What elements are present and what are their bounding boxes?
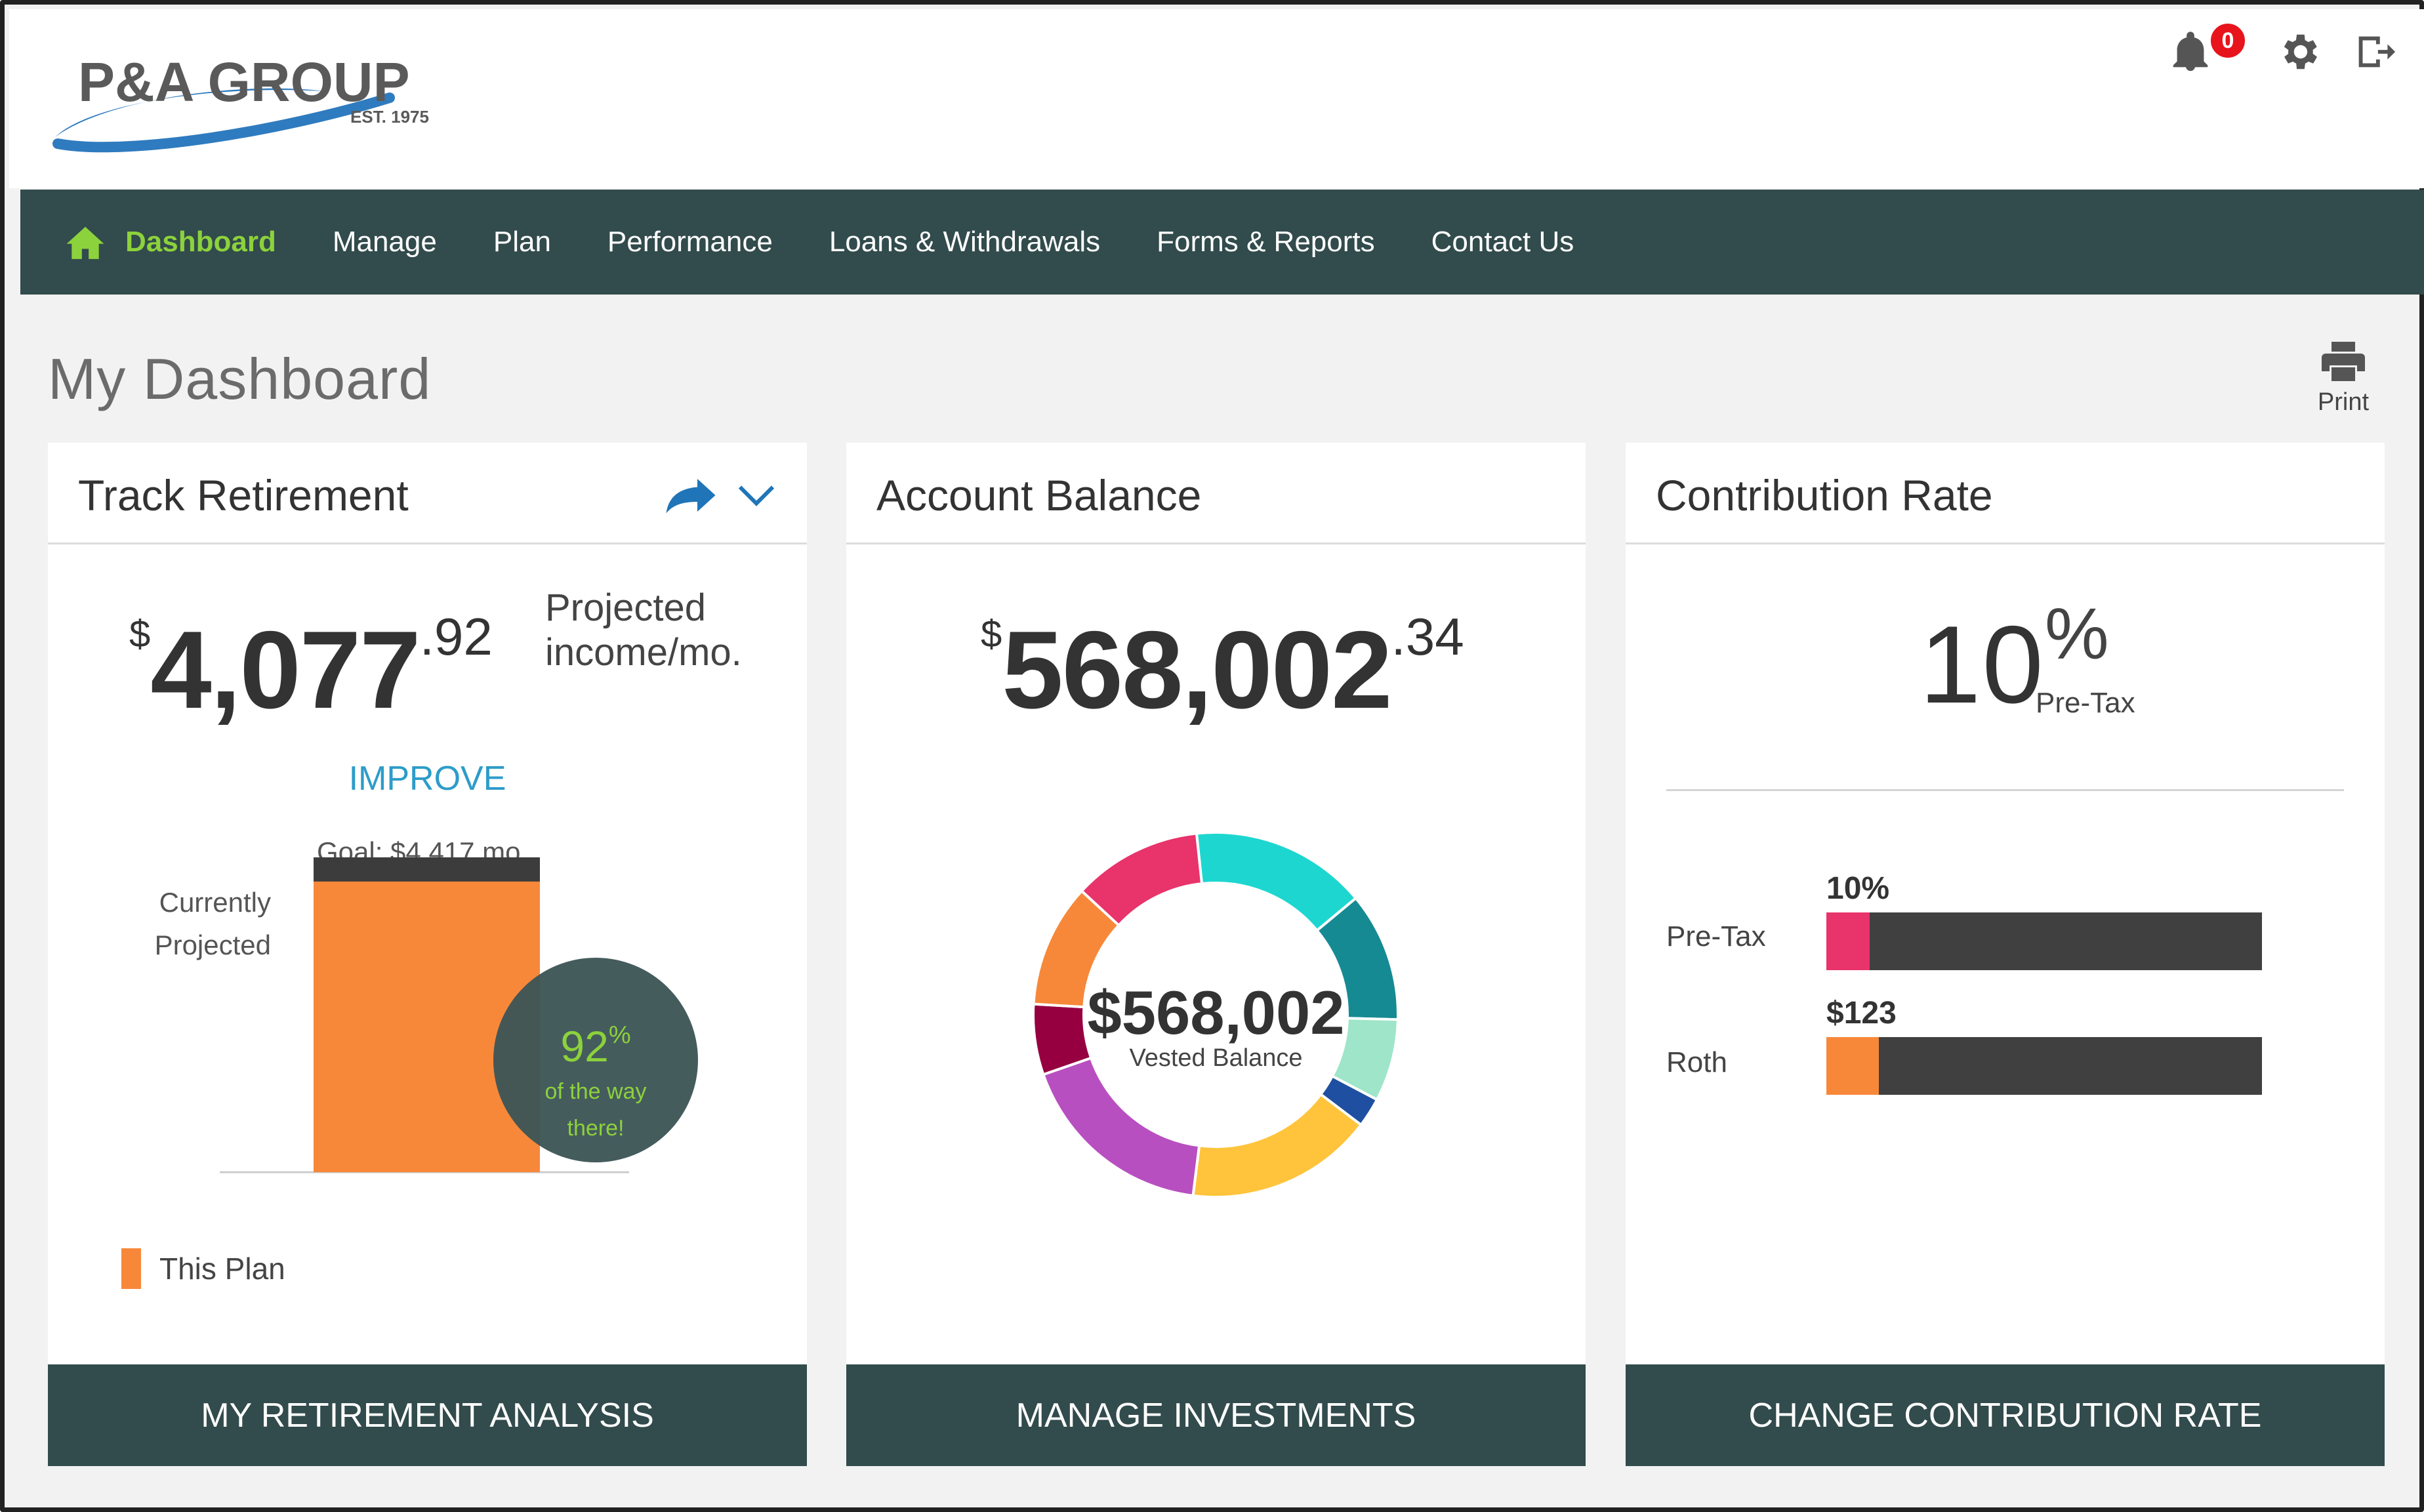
balance-cents: .34 [1391, 607, 1464, 666]
pretax-value: 10% [1826, 871, 1890, 906]
card-title: Contribution Rate [1656, 471, 1993, 520]
contribution-rate-value: 10% [1920, 594, 2109, 728]
retirement-bar-chart: 92% of the way there! [220, 857, 698, 1174]
income-label: Projected income/mo. [545, 586, 742, 674]
gear-icon[interactable] [2276, 29, 2322, 75]
account-balance-card: Account Balance $568,002.34 $568,002 Ves… [846, 443, 1586, 1466]
card-title: Track Retirement [78, 471, 409, 520]
app-header: P&A GROUP EST. 1975 0 [9, 9, 2424, 188]
progress-circle [493, 958, 698, 1162]
roth-label: Roth [1666, 1046, 1727, 1078]
nav-item-performance[interactable]: Performance [607, 226, 773, 258]
card-title: Account Balance [876, 471, 1202, 520]
logo-tagline: EST. 1975 [350, 107, 429, 127]
currency-symbol: $ [129, 613, 151, 655]
home-icon [66, 226, 104, 259]
roth-bar [1826, 1037, 2262, 1095]
currency-symbol: $ [981, 613, 1002, 655]
page-title: My Dashboard [48, 346, 432, 411]
pretax-bar [1826, 912, 2262, 970]
manage-investments-button[interactable]: MANAGE INVESTMENTS [846, 1364, 1586, 1466]
logo-swoosh-lower [52, 92, 395, 153]
donut-slice-4 [1191, 1092, 1363, 1198]
percent-value: 92% [560, 1021, 630, 1071]
nav-item-plan[interactable]: Plan [493, 226, 551, 258]
donut-amount: $568,002 [1087, 978, 1345, 1047]
roth-bar-fill [1826, 1037, 1879, 1095]
donut-center: $568,002 Vested Balance [846, 977, 1586, 1073]
brand-logo[interactable]: P&A GROUP EST. 1975 [49, 45, 475, 163]
improve-link[interactable]: IMPROVE [348, 760, 506, 798]
nav-item-contact-us[interactable]: Contact Us [1431, 226, 1574, 258]
logo-text: P&A GROUP [78, 51, 410, 113]
printer-icon [2322, 342, 2365, 381]
track-retirement-card: Track Retirement $4,077.92 Projected inc… [48, 443, 807, 1466]
card-header: Contribution Rate [1626, 443, 2385, 544]
roth-value: $123 [1826, 996, 1897, 1031]
nav-item-dashboard[interactable]: Dashboard [65, 223, 276, 261]
divider [1666, 789, 2344, 791]
account-balance-value: $568,002.34 [981, 607, 1464, 733]
pretax-bar-fill [1826, 912, 1870, 970]
currently-projected-label: Currently Projected [154, 887, 271, 960]
income-main: 4,077 [150, 608, 421, 731]
legend-swatch [121, 1248, 141, 1289]
projected-income: $4,077.92 [129, 607, 493, 733]
income-cents: .92 [419, 607, 493, 666]
donut-slice-8 [1080, 832, 1204, 928]
donut-slice-5 [1041, 1056, 1201, 1198]
balance-main: 568,002 [1002, 608, 1392, 731]
card-header: Account Balance [846, 443, 1586, 544]
change-contribution-rate-button[interactable]: CHANGE CONTRIBUTION RATE [1626, 1364, 2385, 1466]
percent-caption-2: there! [567, 1116, 625, 1141]
rate-percent-sign: % [2044, 594, 2109, 674]
chevron-down-icon[interactable] [737, 479, 776, 512]
nav-item-manage[interactable]: Manage [332, 226, 437, 258]
my-retirement-analysis-button[interactable]: MY RETIREMENT ANALYSIS [48, 1364, 807, 1466]
percent-caption-1: of the way [545, 1079, 647, 1104]
chart-legend: This Plan [121, 1248, 285, 1289]
vested-balance-donut [1032, 831, 1399, 1198]
main-nav: Dashboard Manage Plan Performance Loans … [20, 190, 2424, 295]
bell-icon[interactable] [2167, 29, 2213, 75]
rate-number: 10 [1920, 603, 2045, 726]
donut-label: Vested Balance [1129, 1044, 1303, 1072]
pretax-label: Pre-Tax [1666, 920, 1766, 952]
notification-badge: 0 [2208, 21, 2248, 60]
share-arrow-icon[interactable] [665, 476, 717, 515]
print-button[interactable]: Print [2311, 339, 2376, 417]
contribution-rate-card: Contribution Rate 10% Pre-Tax 10% Pre-Ta… [1626, 443, 2385, 1466]
rate-type: Pre-Tax [2036, 687, 2135, 719]
card-header: Track Retirement [48, 443, 807, 544]
nav-item-loans-withdrawals[interactable]: Loans & Withdrawals [829, 226, 1101, 258]
nav-item-forms-reports[interactable]: Forms & Reports [1157, 226, 1375, 258]
nav-label-dashboard: Dashboard [125, 226, 276, 258]
print-label: Print [2317, 388, 2370, 416]
donut-slice-0 [1195, 831, 1358, 933]
logout-icon[interactable] [2351, 29, 2397, 75]
legend-label: This Plan [159, 1252, 285, 1286]
